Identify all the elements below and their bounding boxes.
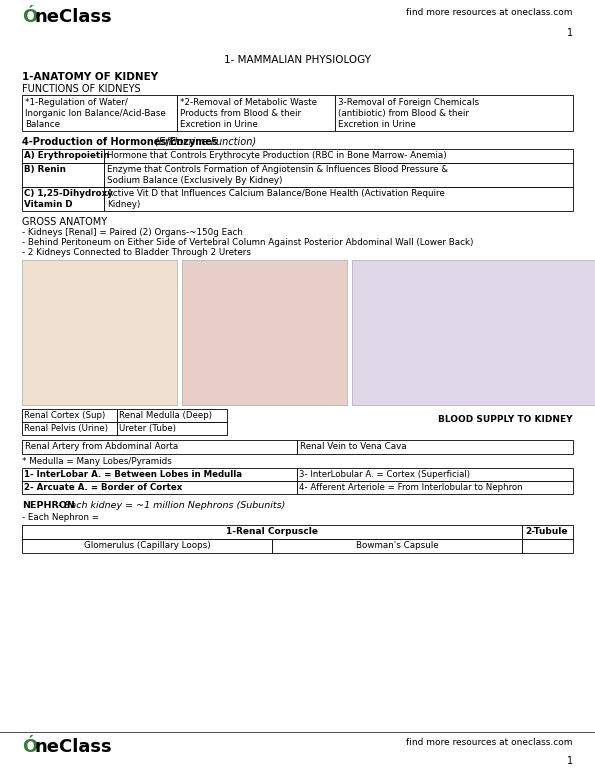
Bar (22, 539, 272, 553)
Bar (104, 163, 573, 187)
Text: - Each kidney = ~1 million Nephrons (Subunits): - Each kidney = ~1 million Nephrons (Sub… (55, 501, 285, 510)
Bar (117, 422, 227, 435)
Text: (Endocrine Function): (Endocrine Function) (152, 137, 256, 147)
Text: Active Vit D that Influences Calcium Balance/Bone Health (Activation Require
Kid: Active Vit D that Influences Calcium Bal… (107, 189, 444, 209)
Text: 1: 1 (567, 28, 573, 38)
Bar (22, 409, 117, 422)
Bar (22, 422, 117, 435)
Text: FUNCTIONS OF KIDNEYS: FUNCTIONS OF KIDNEYS (22, 84, 140, 94)
Text: neClass: neClass (35, 738, 112, 756)
Bar (297, 440, 573, 454)
Text: Glomerulus (Capillary Loops): Glomerulus (Capillary Loops) (84, 541, 211, 550)
Bar (177, 95, 335, 131)
Bar (22, 525, 522, 539)
Text: NEPHRON: NEPHRON (22, 501, 75, 510)
Bar (297, 468, 573, 481)
Bar (22, 481, 297, 494)
Text: Renal Pelvis (Urine): Renal Pelvis (Urine) (24, 424, 108, 433)
Bar (335, 95, 573, 131)
Text: Renal Cortex (Sup): Renal Cortex (Sup) (24, 411, 105, 420)
Text: Renal Artery from Abdominal Aorta: Renal Artery from Abdominal Aorta (25, 442, 178, 451)
Text: B) Renin: B) Renin (24, 165, 66, 174)
Bar (104, 149, 573, 163)
Text: - Each Nephron =: - Each Nephron = (22, 513, 99, 522)
Text: GROSS ANATOMY: GROSS ANATOMY (22, 217, 107, 227)
Text: 4-Production of Hormones/Enzymes: 4-Production of Hormones/Enzymes (22, 137, 218, 147)
Text: 1: 1 (567, 756, 573, 766)
Bar (117, 409, 227, 422)
Text: 3- InterLobular A. = Cortex (Superficial): 3- InterLobular A. = Cortex (Superficial… (299, 470, 470, 479)
Text: 1-Renal Corpuscle: 1-Renal Corpuscle (226, 527, 318, 536)
Bar (522, 525, 573, 539)
Text: 2-Tubule: 2-Tubule (526, 527, 568, 536)
Bar (272, 539, 522, 553)
Bar (22, 187, 104, 211)
Bar (22, 440, 297, 454)
Text: 2- Arcuate A. = Border of Cortex: 2- Arcuate A. = Border of Cortex (24, 483, 183, 492)
Text: *2-Removal of Metabolic Waste
Products from Blood & their
Excretion in Urine: *2-Removal of Metabolic Waste Products f… (180, 98, 317, 129)
Bar (297, 481, 573, 494)
Text: find more resources at oneclass.com: find more resources at oneclass.com (406, 8, 573, 17)
Text: Enzyme that Controls Formation of Angiotensin & Influences Blood Pressure &
Sodi: Enzyme that Controls Formation of Angiot… (107, 165, 448, 185)
Text: BLOOD SUPPLY TO KIDNEY: BLOOD SUPPLY TO KIDNEY (439, 415, 573, 424)
Text: 3-Removal of Foreign Chemicals
(antibiotic) from Blood & their
Excretion in Urin: 3-Removal of Foreign Chemicals (antibiot… (338, 98, 479, 129)
Text: Ureter (Tube): Ureter (Tube) (119, 424, 176, 433)
Text: A) Erythropoietin: A) Erythropoietin (24, 151, 109, 160)
Text: Ó: Ó (22, 8, 37, 26)
Bar (22, 95, 177, 131)
Text: Hormone that Controls Erythrocyte Production (RBC in Bone Marrow- Anemia): Hormone that Controls Erythrocyte Produc… (107, 151, 447, 160)
Text: 4- Afferent Arteriole = From Interlobular to Nephron: 4- Afferent Arteriole = From Interlobula… (299, 483, 522, 492)
Text: 1- MAMMALIAN PHYSIOLOGY: 1- MAMMALIAN PHYSIOLOGY (224, 55, 371, 65)
Text: *1-Regulation of Water/
Inorganic Ion Balance/Acid-Base
Balance: *1-Regulation of Water/ Inorganic Ion Ba… (25, 98, 166, 129)
Text: Renal Vein to Vena Cava: Renal Vein to Vena Cava (300, 442, 406, 451)
Bar (22, 468, 297, 481)
Text: * Medulla = Many Lobes/Pyramids: * Medulla = Many Lobes/Pyramids (22, 457, 172, 466)
Text: find more resources at oneclass.com: find more resources at oneclass.com (406, 738, 573, 747)
Text: neClass: neClass (35, 8, 112, 26)
Text: Renal Medulla (Deep): Renal Medulla (Deep) (119, 411, 212, 420)
Bar (22, 260, 177, 405)
Text: Bowman's Capsule: Bowman's Capsule (356, 541, 439, 550)
Text: - 2 Kidneys Connected to Bladder Through 2 Ureters: - 2 Kidneys Connected to Bladder Through… (22, 248, 251, 257)
Bar (182, 260, 347, 405)
Bar (352, 260, 595, 405)
Bar (104, 187, 573, 211)
Text: 1-ANATOMY OF KIDNEY: 1-ANATOMY OF KIDNEY (22, 72, 158, 82)
Text: - Behind Peritoneum on Either Side of Vertebral Column Against Posterior Abdomin: - Behind Peritoneum on Either Side of Ve… (22, 238, 474, 247)
Text: - Kidneys [Renal] = Paired (2) Organs-~150g Each: - Kidneys [Renal] = Paired (2) Organs-~1… (22, 228, 243, 237)
Text: 1- InterLobar A. = Between Lobes in Medulla: 1- InterLobar A. = Between Lobes in Medu… (24, 470, 242, 479)
Text: C) 1,25-Dihydroxy
Vitamin D: C) 1,25-Dihydroxy Vitamin D (24, 189, 113, 209)
Bar (522, 539, 573, 553)
Bar (22, 149, 104, 163)
Text: Ó: Ó (22, 738, 37, 756)
Bar (22, 163, 104, 187)
